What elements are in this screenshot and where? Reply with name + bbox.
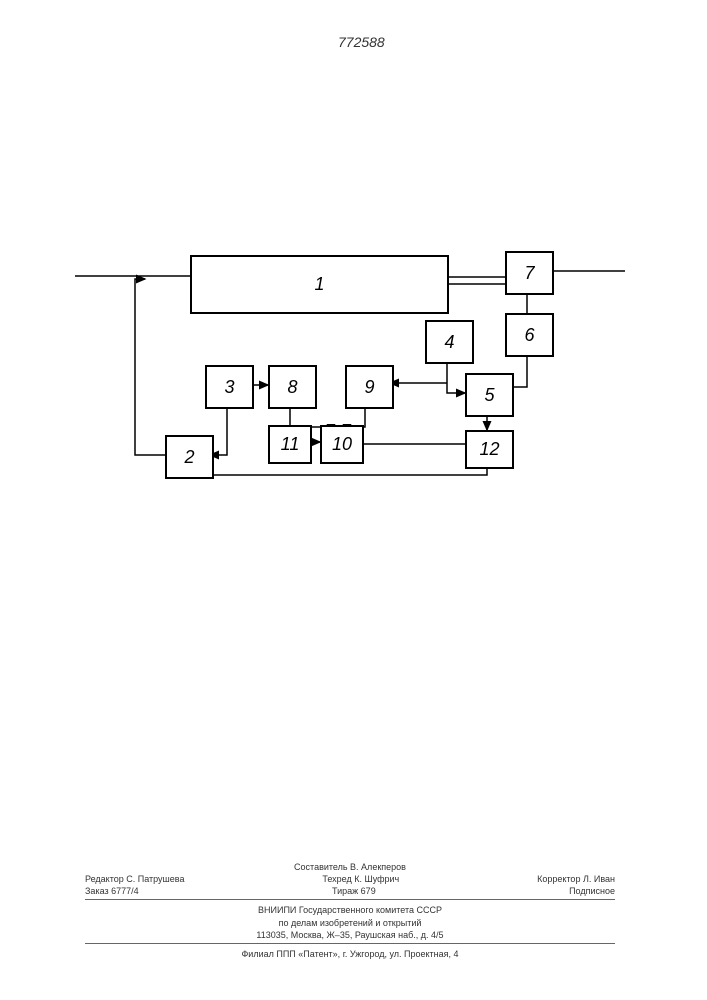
footer-corrector: Корректор Л. Иван <box>537 873 615 885</box>
footer-org1: ВНИИПИ Государственного комитета СССР <box>85 904 615 916</box>
footer-org2: по делам изобретений и открытий <box>85 917 615 929</box>
block-1: 1 <box>190 255 449 314</box>
footer-divider-2 <box>85 943 615 944</box>
block-7: 7 <box>505 251 554 295</box>
block-11: 11 <box>268 425 312 464</box>
footer-order: Заказ 6777/4 <box>85 885 139 897</box>
footer-address2: Филиал ППП «Патент», г. Ужгород, ул. Про… <box>85 948 615 960</box>
block-8: 8 <box>268 365 317 409</box>
block-6: 6 <box>505 313 554 357</box>
footer-print-run: Тираж 679 <box>332 885 376 897</box>
page-number: 772588 <box>338 34 385 50</box>
block-2: 2 <box>165 435 214 479</box>
footer-address1: 113035, Москва, Ж–35, Раушская наб., д. … <box>85 929 615 941</box>
block-4: 4 <box>425 320 474 364</box>
footer-tech-editor: Техред К. Шуфрич <box>322 873 399 885</box>
block-10: 10 <box>320 425 364 464</box>
block-9: 9 <box>345 365 394 409</box>
footer-editor: Редактор С. Патрушева <box>85 873 184 885</box>
block-5: 5 <box>465 373 514 417</box>
document-footer: Составитель В. Алекперов Редактор С. Пат… <box>85 861 615 960</box>
block-diagram: 1 7 4 6 3 8 9 5 11 10 12 2 <box>75 235 625 495</box>
footer-subscription: Подписное <box>569 885 615 897</box>
footer-divider-1 <box>85 899 615 900</box>
footer-compiler: Составитель В. Алекперов <box>85 861 615 873</box>
block-12: 12 <box>465 430 514 469</box>
block-3: 3 <box>205 365 254 409</box>
